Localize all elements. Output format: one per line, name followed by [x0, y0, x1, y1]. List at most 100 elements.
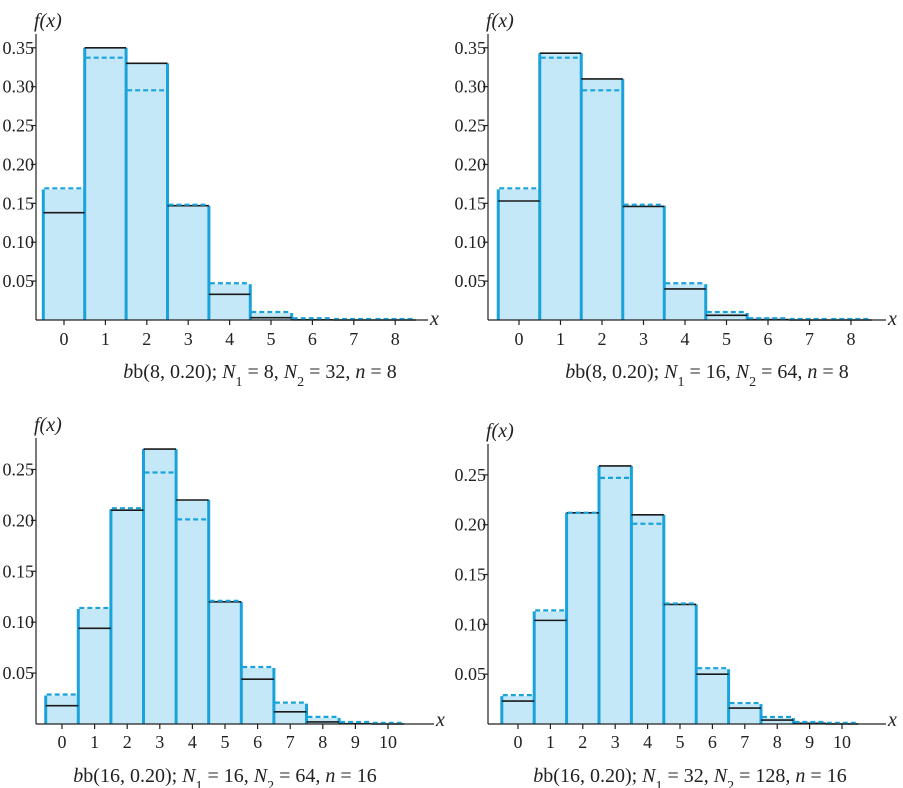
caption-n: 8: [387, 361, 397, 383]
x-tick-label: 2: [142, 329, 151, 349]
x-axis-title: x: [887, 308, 897, 330]
bar: [566, 512, 599, 724]
bar: [696, 669, 729, 724]
chart-caption: bb(8, 0.20); N1 = 16, N2 = 64, n = 8: [565, 361, 848, 390]
chart-panel-2: 0.05 0.10 0.15 0.20 0.25 0.30 0.35 0 1 2 3 4 5 6 7 8 f(…: [452, 0, 903, 394]
y-tick-label: 0.15: [3, 193, 35, 213]
bar: [539, 53, 582, 320]
bar: [599, 465, 632, 724]
x-tick-label: 2: [578, 732, 587, 752]
y-tick-label: 0.10: [455, 614, 487, 634]
bar: [45, 695, 79, 724]
x-axis-title: x: [435, 709, 445, 731]
caption-n2: 128: [755, 765, 785, 787]
bar: [622, 205, 665, 320]
y-tick-label: 0.10: [3, 232, 35, 252]
chart-1-svg: 0.05 0.10 0.15 0.20 0.25 0.30 0.35 0 1 2 3 4 5 6 7 8 f(…: [3, 10, 440, 390]
chart-caption: bb(16, 0.20); N1 = 16, N2 = 64, n = 16: [73, 765, 376, 788]
bar: [534, 611, 567, 724]
caption-n2: 32: [325, 361, 345, 383]
x-tick-label: 6: [708, 732, 717, 752]
y-tick-label: 0.10: [455, 232, 487, 252]
x-tick-label: 5: [221, 732, 230, 752]
y-tick-label: 0.05: [3, 271, 35, 291]
x-tick-label: 9: [351, 732, 360, 752]
bar: [631, 514, 664, 724]
bar: [43, 189, 85, 320]
x-tick-label: 7: [805, 329, 814, 349]
y-axis-title: f(x): [486, 420, 514, 442]
chart-panel-1: 0.05 0.10 0.15 0.20 0.25 0.30 0.35 0 1 2 3 4 5 6 7 8 f(…: [0, 0, 451, 394]
caption-prefix: b(8, 0.20);: [133, 361, 222, 383]
x-tick-label: 7: [740, 732, 749, 752]
x-tick-label: 4: [225, 329, 234, 349]
x-tick-label: 5: [722, 329, 731, 349]
x-tick-label: 6: [764, 329, 773, 349]
chart-2-plot: 0.05 0.10 0.15 0.20 0.25 0.30 0.35 0 1 2 3 4 5 6 7 8: [455, 34, 886, 349]
bar: [250, 313, 292, 320]
caption-prefix: b(8, 0.20);: [575, 361, 664, 383]
bar: [306, 717, 340, 724]
x-tick-label: 3: [155, 732, 164, 752]
y-tick-label: 0.25: [3, 459, 35, 479]
x-tick-label: 8: [847, 329, 856, 349]
y-tick-label: 0.15: [455, 565, 487, 585]
caption-n1: 32: [684, 765, 704, 787]
x-tick-label: 1: [546, 732, 555, 752]
y-tick-label: 0.35: [455, 38, 487, 58]
bar: [498, 189, 540, 320]
chart-panel-4: 0.05 0.10 0.15 0.20 0.25 0 1 2 3 4 5 6 7 8 9 10 f(x) x …: [452, 394, 903, 788]
x-tick-label: 6: [253, 732, 262, 752]
bar: [126, 63, 168, 320]
x-tick-label: 4: [188, 732, 197, 752]
x-tick-label: 10: [833, 732, 851, 752]
y-tick-label: 0.05: [3, 663, 35, 683]
chart-4-plot: 0.05 0.10 0.15 0.20 0.25 0 1 2 3 4 5 6 7 8 9 10: [455, 444, 886, 752]
x-tick-label: 1: [556, 329, 565, 349]
x-tick-label: 2: [598, 329, 607, 349]
caption-n: 16: [827, 765, 847, 787]
bar: [78, 608, 111, 724]
x-tick-label: 6: [308, 329, 317, 349]
y-axis-title: f(x): [34, 10, 62, 32]
bar: [208, 284, 251, 320]
bar: [761, 718, 794, 724]
x-tick-label: 0: [514, 732, 523, 752]
x-tick-label: 8: [773, 732, 782, 752]
caption-n2: 64: [295, 765, 315, 787]
caption-n: 16: [357, 765, 377, 787]
caption-n1: 8: [264, 361, 274, 383]
chart-caption: bb(8, 0.20); N1 = 8, N2 = 32, n = 8: [123, 361, 396, 390]
x-tick-label: 3: [639, 329, 648, 349]
bar: [241, 668, 274, 724]
y-tick-label: 0.25: [455, 465, 487, 485]
x-tick-label: 7: [286, 732, 295, 752]
caption-n: 8: [839, 361, 849, 383]
chart-4-svg: 0.050.100.150.200.250 1 2 3 4 5 6 7 8 9 10 f(x) x …: [455, 420, 898, 788]
caption-n1: 16: [706, 361, 726, 383]
x-tick-label: 3: [184, 329, 193, 349]
y-tick-label: 0.30: [455, 77, 487, 97]
x-tick-label: 5: [267, 329, 276, 349]
chart-3-plot: 0.05 0.10 0.15 0.20 0.25 0 1 2 3 4 5 6 7 8 9 10: [3, 438, 434, 752]
y-tick-label: 0.20: [3, 510, 35, 530]
y-tick-label: 0.35: [3, 38, 35, 58]
caption-prefix: b(16, 0.20);: [83, 765, 182, 787]
x-tick-label: 1: [90, 732, 99, 752]
chart-panel-3: 0.05 0.10 0.15 0.20 0.25 0 1 2 3 4 5 6 7 8 9 10 f(x) x …: [0, 394, 451, 788]
x-tick-label: 2: [123, 732, 132, 752]
x-tick-label: 0: [515, 329, 524, 349]
bar: [705, 313, 748, 320]
y-tick-label: 0.25: [3, 116, 35, 136]
x-axis-title: x: [887, 709, 897, 731]
y-tick-label: 0.25: [455, 116, 487, 136]
chart-1-plot: 0.05 0.10 0.15 0.20 0.25 0.30 0.35 0 1 2 3 4 5 6 7 8: [3, 34, 428, 349]
y-tick-label: 0.20: [3, 154, 35, 174]
y-axis-title: f(x): [486, 10, 514, 32]
y-tick-label: 0.30: [3, 77, 35, 97]
y-tick-label: 0.15: [3, 561, 35, 581]
x-tick-label: 3: [611, 732, 620, 752]
x-tick-label: 7: [349, 329, 358, 349]
x-tick-label: 10: [379, 732, 397, 752]
bar: [208, 601, 242, 724]
